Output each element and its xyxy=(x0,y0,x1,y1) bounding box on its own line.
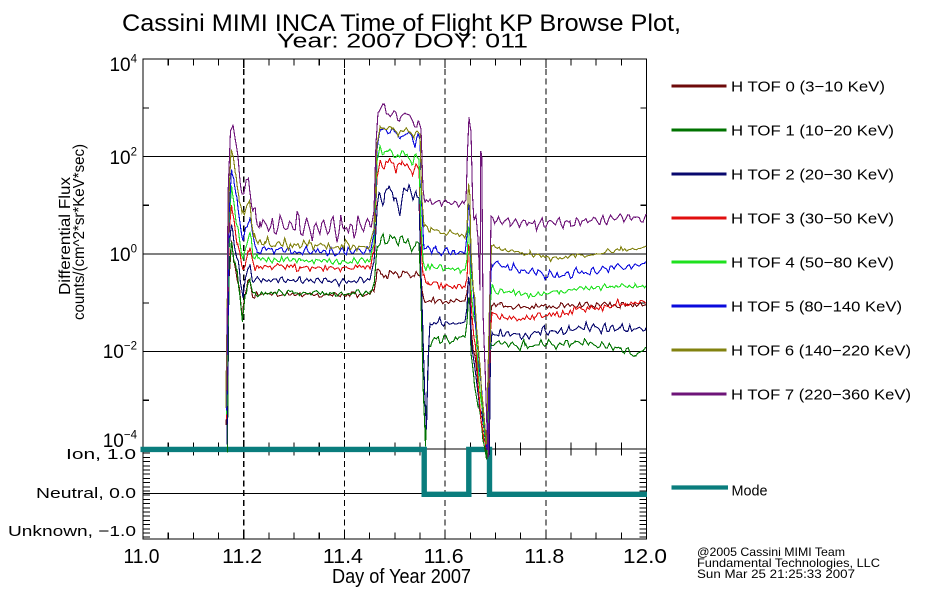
svg-text:H TOF 2 (20−30 KeV): H TOF 2 (20−30 KeV) xyxy=(731,166,894,183)
svg-text:12.0: 12.0 xyxy=(623,546,667,568)
svg-text:H TOF 7 (220−360 KeV): H TOF 7 (220−360 KeV) xyxy=(731,386,911,403)
svg-text:H TOF 1 (10−20 KeV): H TOF 1 (10−20 KeV) xyxy=(731,122,894,139)
svg-text:Ion, 1.0: Ion, 1.0 xyxy=(66,446,136,463)
svg-text:102: 102 xyxy=(109,147,137,169)
svg-text:11.8: 11.8 xyxy=(524,546,564,568)
svg-text:Day of Year 2007: Day of Year 2007 xyxy=(332,566,471,588)
svg-text:11.0: 11.0 xyxy=(124,546,160,568)
svg-text:100: 100 xyxy=(109,244,137,266)
svg-text:H TOF 0 (3−10 KeV): H TOF 0 (3−10 KeV) xyxy=(731,78,885,95)
svg-text:Neutral, 0.0: Neutral, 0.0 xyxy=(36,485,136,502)
svg-text:H TOF 4 (50−80 KeV): H TOF 4 (50−80 KeV) xyxy=(731,254,894,271)
svg-text:Sun Mar 25 21:25:33 2007: Sun Mar 25 21:25:33 2007 xyxy=(697,567,855,581)
svg-text:Differential Flux: Differential Flux xyxy=(57,177,74,295)
svg-text:counts/(cm^2*sr*KeV*sec): counts/(cm^2*sr*KeV*sec) xyxy=(71,144,88,320)
svg-text:11.6: 11.6 xyxy=(424,546,464,568)
svg-text:104: 104 xyxy=(109,54,137,76)
svg-text:Fundamental Technologies, LLC: Fundamental Technologies, LLC xyxy=(697,556,880,570)
svg-text:Cassini MIMI INCA Time of Flig: Cassini MIMI INCA Time of Flight KP Brow… xyxy=(122,10,681,37)
svg-text:Mode: Mode xyxy=(732,483,768,500)
svg-text:H TOF 6 (140−220 KeV): H TOF 6 (140−220 KeV) xyxy=(731,342,911,359)
svg-text:Unknown, −1.0: Unknown, −1.0 xyxy=(8,523,136,540)
svg-text:11.4: 11.4 xyxy=(323,546,363,568)
svg-text:11.2: 11.2 xyxy=(222,546,262,568)
svg-text:@2005 Cassini MIMI Team: @2005 Cassini MIMI Team xyxy=(697,545,845,559)
svg-text:Year: 2007 DOY: 011: Year: 2007 DOY: 011 xyxy=(277,31,528,53)
svg-text:H TOF 3 (30−50 KeV): H TOF 3 (30−50 KeV) xyxy=(731,210,894,227)
svg-text:H TOF 5 (80−140 KeV): H TOF 5 (80−140 KeV) xyxy=(731,298,902,315)
